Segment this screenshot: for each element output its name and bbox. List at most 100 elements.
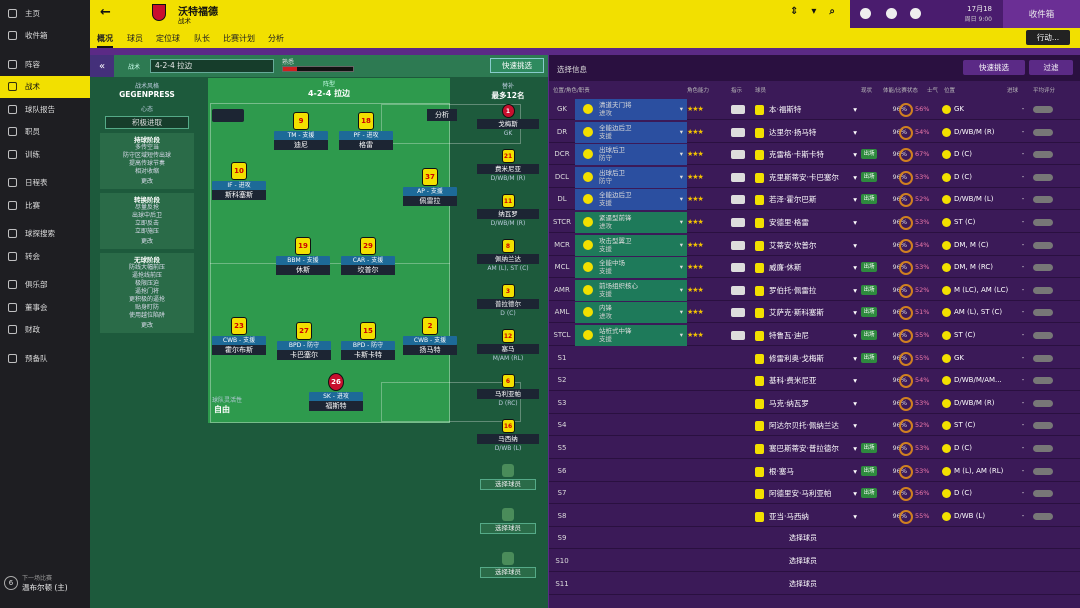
chevron-down-icon[interactable]: ▾ xyxy=(853,285,857,295)
tab-set-pieces[interactable]: 定位球 xyxy=(156,34,180,43)
row-role[interactable]: 全能边后卫 支援 ▾ xyxy=(575,189,687,211)
chevron-down-icon[interactable]: ▾ xyxy=(853,240,857,250)
chevron-down-icon[interactable]: ▾ xyxy=(853,421,857,431)
sub-slot[interactable]: 8 佩纳兰达 AM (L), ST (C) xyxy=(472,239,544,284)
chevron-down-icon[interactable]: ▾ xyxy=(679,263,683,272)
chevron-down-icon[interactable]: ▾ xyxy=(679,308,683,317)
table-row[interactable]: GK 清道夫门将 进攻 ▾ ★★★ 本·福斯特 ▾ 96% 56% GK - xyxy=(549,99,1080,120)
filter-button[interactable]: 过滤 xyxy=(1029,60,1073,75)
row-player-name[interactable]: 特鲁瓦·迪尼 ▾ xyxy=(755,325,859,346)
sidebar-item-tactics[interactable]: 战术 xyxy=(0,75,90,98)
sidebar-item-training[interactable]: 训练 xyxy=(0,143,90,166)
row-player-name[interactable]: 艾蒂安·坎普尔 ▾ xyxy=(755,235,859,256)
sub-slot[interactable]: 3 普拉德尔 D (C) xyxy=(472,284,544,329)
sidebar-item-staff[interactable]: 职员 xyxy=(0,121,90,144)
collapse-icon[interactable]: « xyxy=(90,55,114,77)
chevron-down-icon[interactable]: ▾ xyxy=(679,195,683,204)
analyze-button[interactable]: 分析 xyxy=(427,109,457,121)
chevron-down-icon[interactable]: ▾ xyxy=(679,127,683,136)
row-player-name[interactable]: 达里尔·扬马特 ▾ xyxy=(755,122,859,143)
sub-slot[interactable]: 16 马西纳 D/WB (L) xyxy=(472,419,544,464)
row-role[interactable]: 站桩式中锋 支援 ▾ xyxy=(575,325,687,346)
table-row[interactable]: S1 修雷利奥·戈梅斯 ▾ 出场 96% 55% GK - xyxy=(549,348,1080,369)
trophy-icon[interactable] xyxy=(860,8,871,19)
chevron-down-icon[interactable]: ▾ xyxy=(853,195,857,205)
table-row[interactable]: S10 选择球员 xyxy=(549,551,1080,572)
tab-players[interactable]: 球员 xyxy=(127,34,143,43)
chevron-down-icon[interactable]: ▾ xyxy=(853,466,857,476)
table-row[interactable]: AMR 前场组织核心 支援 ▾ ★★★ 罗伯托·佩雷拉 ▾ 出场 96% 52% M (LC), A… xyxy=(549,279,1080,301)
sub-slot[interactable]: 21 费米尼亚 D/WB/M (R) xyxy=(472,149,544,194)
instructions-icon[interactable] xyxy=(731,218,745,227)
pitch-player[interactable]: 23 CWB - 支援 霍尔布斯 xyxy=(212,317,266,355)
row-player-name[interactable]: 克雷格·卡斯卡特 ▾ xyxy=(755,144,859,165)
sidebar-item-finances[interactable]: 财政 xyxy=(0,319,90,342)
row-role[interactable]: 攻击型翼卫 支援 ▾ xyxy=(575,234,687,256)
row-player-name[interactable]: 亚当·马西纳 ▾ xyxy=(755,506,859,527)
pitch-player[interactable]: 27 BPD - 防守 卡巴塞尔 xyxy=(277,322,331,360)
chevron-down-icon[interactable]: ▾ xyxy=(853,353,857,363)
instructions-icon[interactable] xyxy=(731,127,745,137)
table-row[interactable]: DR 全能边后卫 支援 ▾ ★★★ 达里尔·扬马特 ▾ 96% 54% D/WB/M (R) - xyxy=(549,121,1080,143)
empty-sub-slot[interactable]: 选择球员 xyxy=(472,552,544,596)
chevron-down-icon[interactable]: ▾ xyxy=(853,444,857,453)
row-role[interactable]: 出球后卫 防守 ▾ xyxy=(575,166,687,188)
pitch-player[interactable]: 10 IF - 进攻 斯科塞斯 xyxy=(212,162,266,200)
next-match[interactable]: 6 下一场比赛 温布尔顿 (主) xyxy=(4,565,88,601)
tab-match-plan[interactable]: 比赛计划 xyxy=(223,34,255,43)
chevron-down-icon[interactable]: ▾ xyxy=(853,398,857,408)
tactic-style[interactable]: GEGENPRESS xyxy=(119,90,175,99)
table-row[interactable]: STCR 紧逼型前锋 进攻 ▾ ★★★ 安德里·格雷 ▾ 96% 53% ST (C) - xyxy=(549,212,1080,233)
chevron-down-icon[interactable]: ▾ xyxy=(679,331,683,339)
sidebar-item-matches[interactable]: 比赛 xyxy=(0,194,90,217)
row-player-name[interactable]: 塞巴斯蒂安·普拉德尔 ▾ xyxy=(755,438,859,459)
table-row[interactable]: S7 阿德里安·马利亚帕 ▾ 出场 96% 56% D (C) - xyxy=(549,483,1080,505)
sub-slot[interactable]: 11 纳瓦罗 D/WB/M (R) xyxy=(472,194,544,239)
table-row[interactable]: DCL 出球后卫 防守 ▾ ★★★ 克里斯蒂安·卡巴塞尔 ▾ 出场 96% 53% D (C) - xyxy=(549,166,1080,188)
select-player-button[interactable]: 选择球员 xyxy=(789,557,817,565)
quick-pick-right-button[interactable]: 快速挑选 xyxy=(963,60,1025,75)
chevron-down-icon[interactable]: ▾ xyxy=(853,308,857,318)
table-row[interactable]: S4 阿达尔贝托·佩纳兰达 ▾ 96% 52% ST (C) - xyxy=(549,415,1080,437)
instructions-icon[interactable] xyxy=(731,285,745,295)
chevron-down-icon[interactable]: ▾ xyxy=(853,489,857,499)
chevron-down-icon[interactable]: ▾ xyxy=(853,376,857,386)
chevron-down-icon[interactable]: ▾ xyxy=(853,172,857,182)
tab-analysis[interactable]: 分析 xyxy=(268,34,284,43)
row-player-name[interactable]: 基科·费米尼亚 ▾ xyxy=(755,370,859,391)
chevron-down-icon[interactable]: ▾ xyxy=(853,105,857,114)
sidebar-item-team-report[interactable]: 球队报告 xyxy=(0,98,90,121)
sub-slot[interactable]: 1 戈梅斯 GK xyxy=(472,104,544,149)
sidebar-item-transfers[interactable]: 转会 xyxy=(0,245,90,268)
row-player-name[interactable]: 安德里·格雷 ▾ xyxy=(755,212,859,233)
row-player-name[interactable]: 威廉·休斯 ▾ xyxy=(755,257,859,278)
table-row[interactable]: S2 基科·费米尼亚 ▾ 96% 54% D/WB/M/AM... - xyxy=(549,370,1080,392)
help-icon[interactable] xyxy=(886,8,897,19)
chevron-down-icon[interactable]: ▾ xyxy=(679,172,683,181)
inbox-button[interactable]: 收件箱 xyxy=(1003,0,1080,28)
quick-pick-button[interactable]: 快速挑选 xyxy=(490,58,544,73)
table-row[interactable]: DCR 出球后卫 防守 ▾ ★★★ 克雷格·卡斯卡特 ▾ 出场 96% 67% D (C) - xyxy=(549,144,1080,166)
instructions-icon[interactable] xyxy=(731,195,745,205)
row-player-name[interactable]: 若泽·霍尔巴斯 ▾ xyxy=(755,189,859,210)
view-toggle[interactable] xyxy=(212,109,244,122)
select-info-dropdown[interactable]: 选择信息 xyxy=(557,65,587,74)
sidebar-item-squad[interactable]: 阵容 xyxy=(0,53,90,76)
pitch-goalkeeper[interactable]: 26 SK - 进攻 福斯特 xyxy=(309,373,363,411)
table-row[interactable]: AML 内锋 进攻 ▾ ★★★ 艾萨克·斯科塞斯 ▾ 出场 96% 51% AM (L), ST (… xyxy=(549,302,1080,324)
chevron-down-icon[interactable]: ▾ xyxy=(853,150,857,160)
row-role[interactable]: 前场组织核心 支援 ▾ xyxy=(575,279,687,301)
pitch-player[interactable]: 29 CAR - 支援 坎普尔 xyxy=(341,237,395,275)
chevron-down-icon[interactable]: ▾ xyxy=(679,150,683,159)
row-player-name[interactable]: 马克·纳瓦罗 ▾ xyxy=(755,393,859,414)
row-player-name[interactable]: 本·福斯特 ▾ xyxy=(755,99,859,120)
sidebar-item-reserves[interactable]: 预备队 xyxy=(0,347,90,370)
instructions-icon[interactable] xyxy=(731,150,745,160)
row-player-name[interactable]: 克里斯蒂安·卡巴塞尔 ▾ xyxy=(755,167,859,188)
sidebar-item-home[interactable]: 主页 xyxy=(0,2,90,25)
sidebar-item-schedule[interactable]: 日程表 xyxy=(0,172,90,195)
instructions-icon[interactable] xyxy=(731,331,745,340)
instructions-icon[interactable] xyxy=(731,263,745,273)
table-row[interactable]: STCL 站桩式中锋 支援 ▾ ★★★ 特鲁瓦·迪尼 ▾ 出场 96% 55% ST (C) - xyxy=(549,325,1080,346)
instructions-icon[interactable] xyxy=(731,240,745,250)
